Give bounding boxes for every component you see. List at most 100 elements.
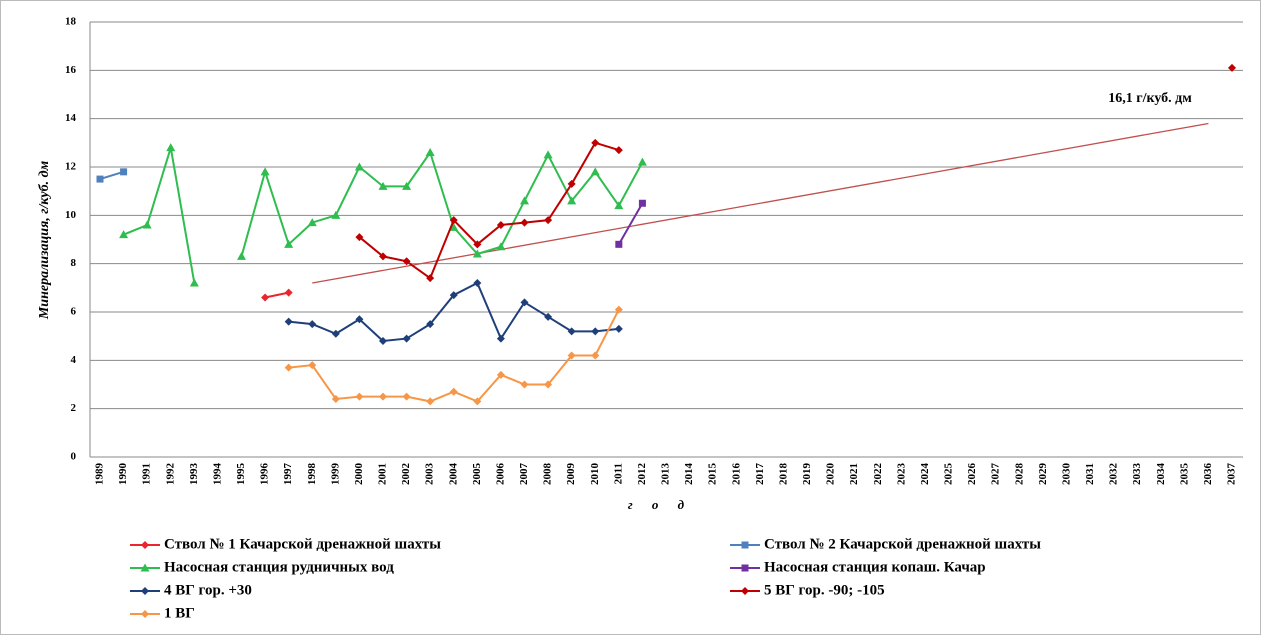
data-point <box>544 216 553 225</box>
data-point <box>166 143 176 152</box>
data-point <box>520 380 529 389</box>
data-point <box>591 138 600 147</box>
data-point <box>496 370 505 379</box>
data-point <box>614 324 623 333</box>
data-point <box>331 329 340 338</box>
x-tick-label: 2000 <box>353 463 365 486</box>
x-tick-label: 2020 <box>825 463 837 486</box>
x-tick-label: 1998 <box>306 463 318 486</box>
x-tick-label: 2024 <box>919 463 931 486</box>
x-tick-label: 2008 <box>542 463 554 486</box>
x-tick-label: 2018 <box>777 463 789 486</box>
x-tick-label: 2016 <box>730 463 742 486</box>
x-tick-label: 2017 <box>754 463 766 486</box>
series-line <box>264 291 289 299</box>
data-point <box>449 387 458 396</box>
data-point <box>449 222 459 231</box>
data-point <box>426 320 435 329</box>
data-point <box>473 397 482 406</box>
data-point <box>741 587 749 595</box>
x-tick-label: 2023 <box>895 463 907 486</box>
data-point <box>449 216 458 225</box>
data-point <box>567 327 576 336</box>
x-tick-label: 2030 <box>1060 463 1072 486</box>
data-point <box>284 288 293 297</box>
x-tick-label: 2031 <box>1084 463 1096 485</box>
data-point <box>544 312 553 321</box>
series-line <box>123 147 196 284</box>
data-point <box>142 220 152 229</box>
x-axis-label: г о д <box>628 497 692 512</box>
data-point <box>426 397 435 406</box>
x-tick-label: 2010 <box>589 463 601 486</box>
legend-label: Ствол № 1 Качарской дренажной шахты <box>164 536 441 552</box>
data-point <box>496 221 505 229</box>
x-tick-label: 2027 <box>990 463 1002 486</box>
data-point <box>141 541 149 549</box>
data-point <box>567 196 577 205</box>
y-tick-label: 16 <box>65 64 77 76</box>
data-point <box>355 392 364 401</box>
x-tick-label: 2009 <box>565 463 577 486</box>
data-point <box>378 181 388 190</box>
data-point <box>472 249 482 258</box>
x-tick-label: 2032 <box>1108 463 1120 486</box>
data-point <box>189 278 199 287</box>
x-tick-label: 2001 <box>377 463 389 485</box>
x-tick-label: 2035 <box>1178 463 1190 486</box>
legend-label: Насосная станция копаш. Качар <box>764 559 986 575</box>
y-axis-label: Минерализация, г/куб. дм <box>37 160 52 320</box>
data-point <box>402 392 411 401</box>
data-point <box>567 179 576 188</box>
data-point <box>741 564 749 572</box>
data-point <box>379 252 387 261</box>
series-line <box>358 141 620 280</box>
legend-label: 4 ВГ гор. +30 <box>164 582 252 598</box>
data-point <box>260 167 270 176</box>
data-point <box>473 240 482 249</box>
data-point <box>591 327 600 336</box>
x-tick-label: 2011 <box>612 463 624 484</box>
legend-label: 1 ВГ <box>164 605 195 621</box>
x-tick-label: 2026 <box>966 463 978 486</box>
data-point <box>637 157 647 166</box>
x-tick-label: 2034 <box>1155 463 1167 486</box>
data-point <box>261 293 270 302</box>
data-point <box>331 395 340 403</box>
data-point <box>355 233 364 242</box>
y-tick-label: 0 <box>71 451 77 463</box>
y-tick-label: 14 <box>65 112 77 124</box>
data-point <box>284 363 293 372</box>
x-tick-label: 1995 <box>235 463 247 486</box>
data-point <box>638 199 646 207</box>
data-point <box>496 334 505 343</box>
data-point <box>614 201 624 210</box>
y-tick-label: 8 <box>71 257 77 269</box>
data-point <box>614 305 623 314</box>
x-tick-label: 2022 <box>872 463 884 486</box>
x-tick-label: 1994 <box>211 463 223 486</box>
x-tick-label: 2014 <box>683 463 695 486</box>
x-tick-label: 2036 <box>1202 463 1214 486</box>
data-point <box>379 337 387 345</box>
x-tick-label: 2013 <box>660 463 672 486</box>
x-tick-label: 2012 <box>636 463 648 486</box>
x-tick-label: 2006 <box>494 463 506 486</box>
data-point <box>308 320 317 329</box>
data-point <box>402 181 412 190</box>
x-tick-label: 2015 <box>707 463 719 486</box>
legend-label: Насосная станция рудничных вод <box>164 559 394 575</box>
data-point <box>119 230 129 239</box>
series-line <box>240 150 644 257</box>
y-tick-label: 12 <box>65 161 77 173</box>
data-point <box>331 210 341 219</box>
x-tick-label: 2021 <box>848 463 860 485</box>
legend-label: Ствол № 2 Качарской дренажной шахты <box>764 536 1041 552</box>
data-point <box>614 146 623 155</box>
x-tick-label: 2037 <box>1226 463 1238 486</box>
x-tick-label: 2029 <box>1037 463 1049 486</box>
data-point <box>741 541 749 549</box>
y-tick-label: 18 <box>65 16 77 28</box>
